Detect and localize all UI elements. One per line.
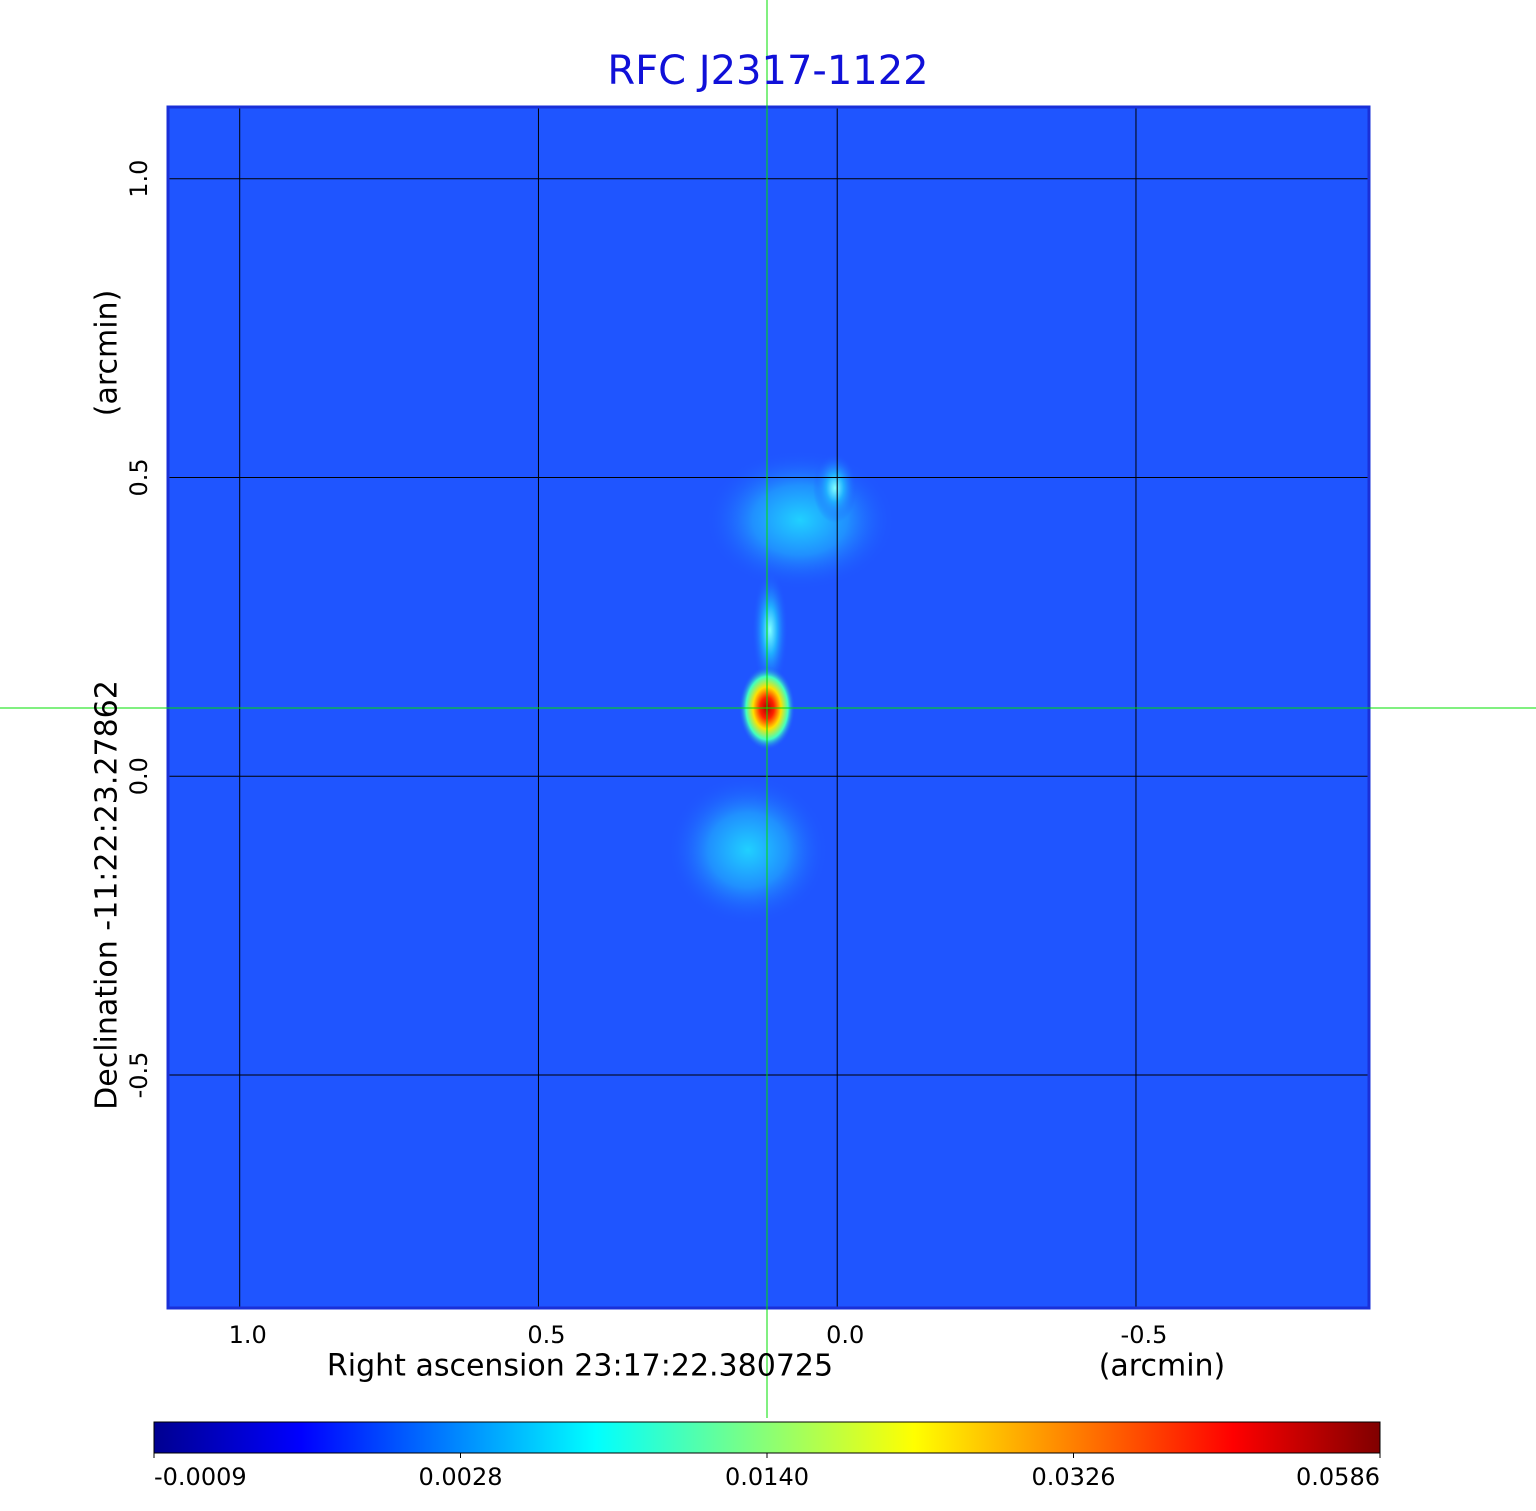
y-axis-label: Declination -11:22:23.27862 bbox=[90, 680, 125, 1110]
colorbar-tick-label: 0.0028 bbox=[419, 1463, 503, 1491]
y-tick-label: -0.5 bbox=[125, 1052, 153, 1099]
colorbar-tick-label: -0.0009 bbox=[154, 1463, 247, 1491]
y-axis-unit: (arcmin) bbox=[90, 290, 125, 417]
x-axis-label: Right ascension 23:17:22.380725 bbox=[327, 1349, 833, 1384]
chart-title: RFC J2317-1122 bbox=[607, 48, 928, 94]
x-tick-label: 0.5 bbox=[527, 1321, 565, 1349]
emission bbox=[705, 450, 895, 590]
x-tick-label: 1.0 bbox=[229, 1321, 267, 1349]
colorbar-tick-label: 0.0586 bbox=[1296, 1463, 1380, 1491]
x-axis-unit: (arcmin) bbox=[1099, 1349, 1226, 1384]
x-tick-label: -0.5 bbox=[1121, 1321, 1168, 1349]
emission bbox=[813, 453, 857, 523]
emission bbox=[752, 570, 788, 690]
y-tick-label: 0.5 bbox=[125, 458, 153, 496]
colorbar bbox=[153, 1421, 1381, 1454]
y-tick-label: 1.0 bbox=[125, 160, 153, 198]
emission bbox=[668, 775, 828, 925]
y-tick-label: 0.0 bbox=[125, 757, 153, 795]
colorbar-tick-label: 0.0326 bbox=[1032, 1463, 1116, 1491]
x-tick-label: 0.0 bbox=[826, 1321, 864, 1349]
colorbar-tick-label: 0.0140 bbox=[725, 1463, 809, 1491]
